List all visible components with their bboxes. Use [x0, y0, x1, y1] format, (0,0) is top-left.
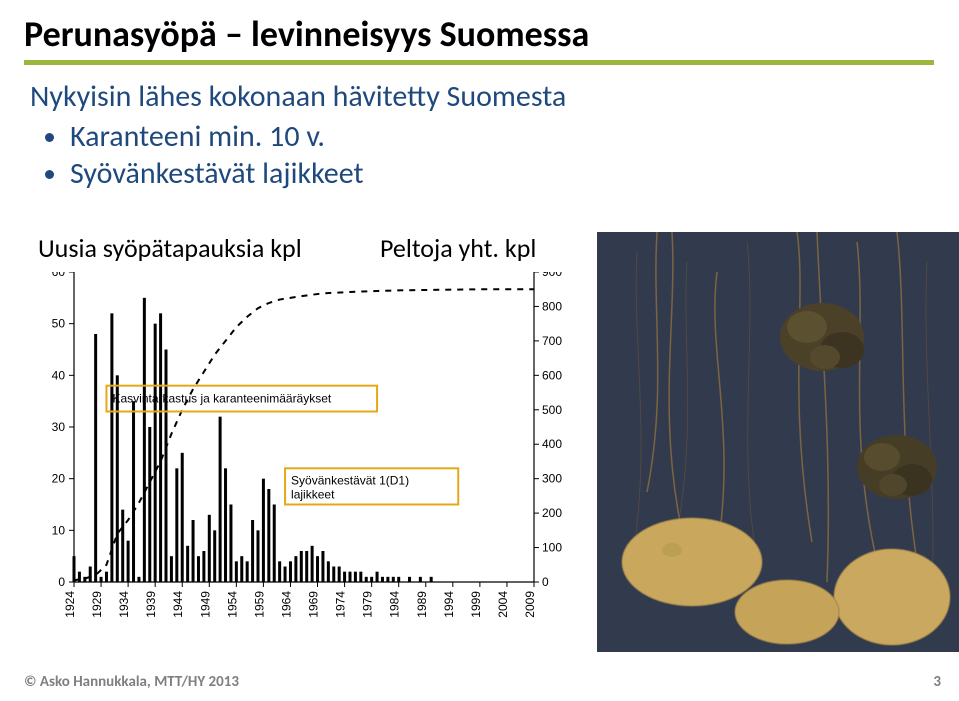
svg-text:1964: 1964	[279, 591, 293, 618]
chart-label-left: Uusia syöpätapauksia kpl	[38, 232, 302, 264]
footer: © Asko Hannukkala, MTT/HY 2013	[24, 673, 239, 691]
svg-text:1929: 1929	[90, 591, 104, 618]
svg-text:1984: 1984	[388, 591, 402, 618]
svg-text:Kasvintarkastus ja karanteenim: Kasvintarkastus ja karanteenimääräykset	[112, 392, 331, 406]
svg-text:50: 50	[52, 317, 66, 331]
svg-text:900: 900	[542, 272, 562, 279]
chart: 0102030405060010020030040050060070080090…	[24, 272, 584, 652]
svg-text:1939: 1939	[144, 591, 158, 618]
svg-text:lajikkeet: lajikkeet	[291, 487, 335, 501]
svg-text:60: 60	[52, 272, 66, 279]
chart-label-right: Peltoja yht. kpl	[380, 232, 536, 264]
svg-text:600: 600	[542, 368, 562, 382]
svg-text:1924: 1924	[63, 591, 77, 618]
svg-text:1974: 1974	[334, 591, 348, 618]
photo-svg	[597, 232, 959, 652]
svg-text:500: 500	[542, 403, 562, 417]
svg-text:1969: 1969	[307, 591, 321, 618]
svg-text:1989: 1989	[415, 591, 429, 618]
title-underline	[24, 60, 934, 65]
svg-text:800: 800	[542, 299, 562, 313]
svg-text:30: 30	[52, 420, 66, 434]
svg-text:1999: 1999	[469, 591, 483, 618]
svg-text:1949: 1949	[198, 591, 212, 618]
svg-text:1959: 1959	[252, 591, 266, 618]
svg-text:1994: 1994	[442, 591, 456, 618]
svg-text:300: 300	[542, 472, 562, 486]
body-line-1: Nykyisin lähes kokonaan hävitetty Suomes…	[30, 78, 566, 116]
bullet-1: Karanteeni min. 10 v.	[70, 118, 566, 156]
svg-text:2009: 2009	[523, 591, 537, 618]
bullet-2: Syövänkestävät lajikkeet	[70, 155, 566, 193]
photo	[597, 232, 959, 652]
page-title: Perunasyöpä – levinneisyys Suomessa	[24, 12, 589, 56]
chart-svg: 0102030405060010020030040050060070080090…	[24, 272, 584, 652]
svg-text:20: 20	[52, 472, 66, 486]
svg-text:1934: 1934	[117, 591, 131, 618]
page-number: 3	[933, 673, 941, 691]
svg-text:700: 700	[542, 334, 562, 348]
svg-text:1954: 1954	[225, 591, 239, 618]
svg-text:2004: 2004	[496, 591, 510, 618]
svg-text:1944: 1944	[171, 591, 185, 618]
svg-text:1979: 1979	[361, 591, 375, 618]
svg-text:400: 400	[542, 437, 562, 451]
svg-text:10: 10	[52, 523, 66, 537]
body-text: Nykyisin lähes kokonaan hävitetty Suomes…	[30, 78, 566, 193]
svg-text:40: 40	[52, 368, 66, 382]
svg-text:Syövänkestävät 1(D1): Syövänkestävät 1(D1)	[291, 473, 409, 487]
svg-text:0: 0	[542, 575, 549, 589]
svg-text:200: 200	[542, 506, 562, 520]
svg-text:0: 0	[58, 575, 65, 589]
svg-text:100: 100	[542, 541, 562, 555]
